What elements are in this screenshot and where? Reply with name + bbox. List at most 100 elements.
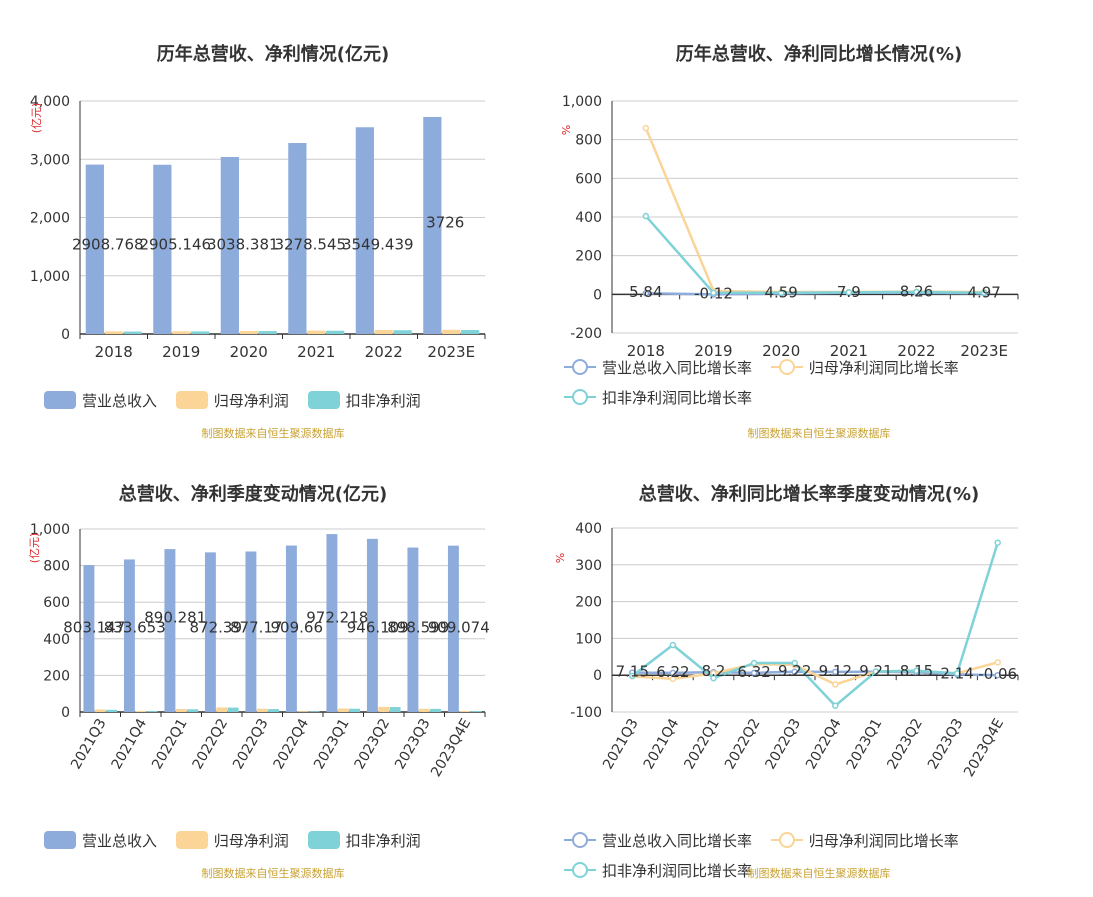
x-tick-label: 2019 [162,343,200,361]
data-label: 872.39 [190,619,243,637]
bar-revenue [204,552,216,712]
y-tick-label: 1,000 [30,269,70,285]
bar-net-profit [256,708,268,712]
legend-item-revenue-growth[interactable]: 营业总收入同比增长率 [564,825,752,855]
bar-deducted-profit [461,330,480,334]
x-tick-label: 2020 [762,342,800,360]
bar-deducted-profit [258,331,277,334]
legend-item-deducted-profit[interactable]: 扣非净利润 [307,825,421,855]
bar-revenue [85,164,104,334]
x-tick-label: 2022 [365,343,403,361]
series-point [642,124,650,132]
x-tick-label: 2021Q4 [641,716,683,772]
chart-title: 总营收、净利同比增长率季度变动情况(%) [638,484,980,505]
legend-line-icon [564,861,596,879]
legend-item-revenue-growth[interactable]: 营业总收入同比增长率 [564,352,752,382]
bar-net-profit [175,709,187,712]
series-point [913,667,920,675]
bar-net-profit [418,708,430,712]
legend-item-net-profit-growth[interactable]: 归母净利润同比增长率 [770,352,959,382]
legend-item-net-profit[interactable]: 归母净利润 [175,385,289,415]
series-point [980,289,988,297]
legend-label: 归母净利润同比增长率 [808,358,959,377]
data-label: 6.22 [656,663,689,681]
series-point [845,289,853,296]
series-point [913,288,920,296]
legend-item-revenue[interactable]: 营业总收入 [44,385,157,415]
data-label: 3726 [426,214,464,232]
bar-net-profit [239,330,258,334]
bar-revenue [447,545,459,712]
bar-net-profit [378,706,390,712]
x-tick-label: 2019 [694,342,732,360]
legend-label: 扣非净利润同比增长率 [602,388,753,407]
bar-revenue [220,157,239,334]
data-label: 2905.146 [139,236,211,254]
series-point [832,702,839,709]
x-tick-label: 2023Q1 [311,716,353,772]
legend-item-deducted-profit[interactable]: 扣非净利润 [307,385,421,415]
bar-revenue [153,164,172,334]
bar-deducted-profit [430,708,442,712]
y-tick-label: 200 [575,595,602,611]
x-tick-label: 2018 [95,343,133,361]
x-tick-label: 2022Q3 [763,716,805,772]
series-point [750,659,758,667]
series-line-deducted-profit-growth [644,215,985,295]
bar-deducted-profit [191,331,210,334]
bar-net-profit [442,329,461,334]
bar-deducted-profit [227,707,239,712]
legend-item-deducted-profit-growth[interactable]: 扣非净利润同比增长率 [564,855,752,885]
data-label: 9.22 [778,662,811,680]
data-label: 9.21 [859,662,892,680]
series-point [642,212,650,220]
data-label: 8.15 [900,662,933,680]
x-tick-label: 2021Q4 [109,716,151,772]
data-label: 909.074 [428,619,490,637]
data-label: 877.17 [230,619,283,637]
x-tick-label: 2023Q4E [428,716,474,780]
bar-revenue [123,559,135,712]
series-point [994,659,1001,666]
chart-legend: 营业总收入同比增长率 归母净利润同比增长率 扣非净利润同比增长率 [564,352,1024,412]
x-tick-label: 2023Q3 [925,716,967,772]
legend-line-icon [564,358,596,376]
x-tick-label: 2022 [897,342,935,360]
legend-item-net-profit-growth[interactable]: 归母净利润同比增长率 [770,825,959,855]
data-label: 4.59 [764,283,797,301]
series-line-net-profit-growth [644,127,985,294]
y-tick-label: 600 [575,171,602,187]
legend-item-revenue[interactable]: 营业总收入 [44,825,157,855]
series-point [669,641,677,649]
legend-line-icon [770,831,803,849]
y-tick-label: 0 [593,668,602,684]
series-line-deducted-profit-growth [631,542,999,708]
data-label: 909.66 [271,619,324,637]
quarter-amount-chart: 0 200 400 600 800 1,000(亿元) 2021Q32021Q42022Q1… [28,522,490,780]
annual-amount-chart: 0 1,000 2,000 3,000 4,000(亿元) 2018 2019 2020 202… [30,94,486,361]
legend-item-deducted-profit-growth[interactable]: 扣非净利润同比增长率 [564,382,752,412]
data-label: 946.109 [347,619,409,637]
annual-growth-chart-panel: 历年总营收、净利同比增长情况(%) -200 0 200 400 600 800 1,000… [546,0,1092,448]
data-label: 8.2 [702,662,726,680]
y-tick-label: 4,000 [30,94,70,110]
legend-label: 营业总收入 [82,831,158,850]
series-point [777,289,785,297]
bar-deducted-profit [393,330,412,334]
legend-item-net-profit[interactable]: 归母净利润 [175,825,289,855]
bar-revenue [164,549,176,712]
series-point [872,668,880,675]
bar-net-profit [459,710,471,712]
x-tick-label: 2022Q4 [271,716,313,772]
y-tick-label: 1,000 [30,522,70,538]
data-label: 6.32 [737,663,770,681]
bar-revenue [423,116,442,334]
x-tick-label: 2022Q4 [803,716,845,772]
x-tick-label: 2022Q2 [190,716,232,772]
data-label: -0.12 [694,284,733,302]
bar-deducted-profit [389,707,401,712]
series-point [629,672,636,680]
legend-label: 扣非净利润 [345,831,421,850]
x-tick-label: 2022Q3 [230,716,272,772]
bar-net-profit [337,708,349,712]
